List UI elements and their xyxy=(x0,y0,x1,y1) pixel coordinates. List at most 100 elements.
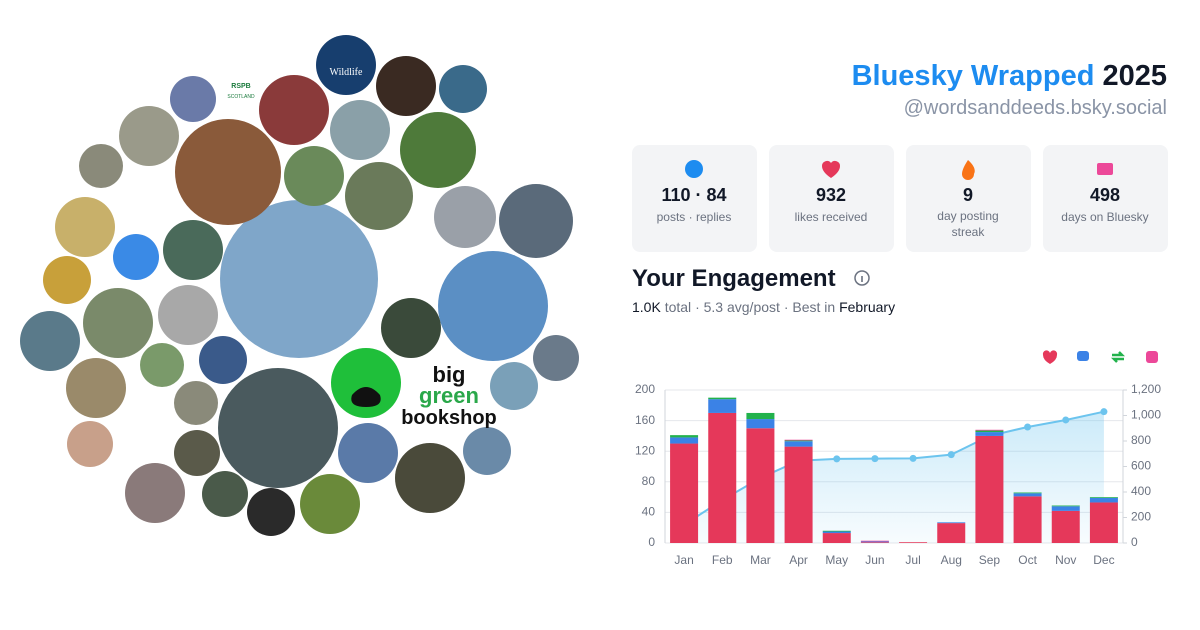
y-tick-label: 40 xyxy=(642,505,656,519)
x-tick-label: Sep xyxy=(979,553,1001,567)
bar-segment xyxy=(708,397,737,400)
bar-segment xyxy=(746,412,775,420)
y-tick-label: 0 xyxy=(648,535,655,549)
line-point xyxy=(909,454,917,462)
avatar xyxy=(439,65,487,113)
bar-segment xyxy=(746,419,775,429)
bar-segment xyxy=(937,522,966,524)
legend-icon[interactable] xyxy=(1110,351,1126,363)
avatar xyxy=(202,471,248,517)
bar-segment xyxy=(975,432,1004,436)
stat-label: replies xyxy=(696,210,731,224)
avatar-label: bookshop xyxy=(401,407,497,429)
avatar-label: Wildlife xyxy=(330,67,363,78)
stat-label-box: day posting streak xyxy=(937,209,999,239)
x-tick-label: Jul xyxy=(905,553,920,567)
avatar xyxy=(174,430,220,476)
separator: · xyxy=(689,210,693,224)
avatar xyxy=(490,362,538,410)
bar-segment xyxy=(975,429,1004,431)
y2-tick-label: 0 xyxy=(1131,535,1138,549)
stat-label: days on Bluesky xyxy=(1061,210,1148,224)
line-point xyxy=(871,455,879,463)
bar-segment xyxy=(1051,505,1080,507)
x-tick-label: Dec xyxy=(1093,553,1114,567)
bar-segment xyxy=(937,523,966,543)
bar-segment xyxy=(1013,492,1042,494)
line-point xyxy=(1100,408,1108,416)
avatar xyxy=(224,68,258,102)
stat-value: 110 xyxy=(661,185,690,205)
bar-segment xyxy=(1089,497,1118,503)
bar-segment xyxy=(708,399,737,413)
bar-segment xyxy=(784,446,813,543)
bar-segment xyxy=(822,533,851,543)
avatar xyxy=(220,200,378,358)
stat-value: 932 xyxy=(816,185,846,205)
avatar-label: RSPB xyxy=(231,83,250,90)
avatar-label: SCOTLAND xyxy=(227,94,255,100)
avatar xyxy=(316,35,376,95)
bar-segment xyxy=(1013,493,1042,497)
bar-segment xyxy=(899,542,928,543)
section-title: Your Engagement xyxy=(632,265,836,292)
card xyxy=(769,145,894,252)
avatar xyxy=(438,251,548,361)
bar-segment xyxy=(822,531,851,534)
bar-segment xyxy=(1089,502,1118,543)
separator: · xyxy=(696,185,702,205)
bar-segment xyxy=(860,541,889,543)
bar-segment xyxy=(860,540,889,542)
stat-label: day posting streak xyxy=(937,209,999,239)
legend-icon[interactable] xyxy=(1042,350,1058,364)
avatar xyxy=(158,285,218,345)
legend-icon[interactable] xyxy=(1146,351,1158,363)
y-tick-label: 120 xyxy=(635,443,655,457)
avatar xyxy=(20,311,80,371)
avatar xyxy=(43,256,91,304)
avatar-collage xyxy=(20,35,579,536)
avatar xyxy=(170,76,216,122)
bar-segment xyxy=(975,430,1004,433)
avatar xyxy=(113,234,159,280)
icon-fire xyxy=(962,160,975,180)
avatar xyxy=(119,106,179,166)
y2-tick-label: 800 xyxy=(1131,433,1151,447)
card xyxy=(906,145,1031,252)
avatar xyxy=(463,427,511,475)
label: avg/post xyxy=(727,299,780,315)
avatar xyxy=(409,358,489,438)
line-point xyxy=(833,455,841,463)
y2-tick-label: 400 xyxy=(1131,484,1151,498)
avatar-label: green xyxy=(419,383,479,408)
title-year: 2025 xyxy=(1102,60,1167,92)
avatar xyxy=(79,144,123,188)
icon-chat xyxy=(685,160,703,178)
avatar xyxy=(125,463,185,523)
x-tick-label: Apr xyxy=(789,553,808,567)
avatar xyxy=(338,423,398,483)
y2-tick-label: 1,200 xyxy=(1131,382,1161,396)
avatar xyxy=(395,443,465,513)
line-point xyxy=(1024,423,1032,431)
avatar xyxy=(434,186,496,248)
avatar xyxy=(66,358,126,418)
legend-icon[interactable] xyxy=(1077,351,1089,361)
y2-tick-label: 600 xyxy=(1131,459,1151,473)
avatar xyxy=(67,421,113,467)
avatar-label: big xyxy=(433,362,466,387)
x-tick-label: Jan xyxy=(674,553,693,567)
avatar xyxy=(199,336,247,384)
bar-segment xyxy=(860,542,889,543)
line-point xyxy=(947,451,955,459)
avatar xyxy=(128,408,172,452)
avatar xyxy=(174,381,218,425)
x-tick-label: Feb xyxy=(712,553,733,567)
stat-label: likes received xyxy=(795,210,868,224)
avatar xyxy=(331,348,401,418)
avatar xyxy=(247,488,295,536)
total: 1.0K xyxy=(632,299,661,315)
avatar xyxy=(163,220,223,280)
info-icon[interactable] xyxy=(854,270,870,286)
avatar xyxy=(175,119,281,225)
